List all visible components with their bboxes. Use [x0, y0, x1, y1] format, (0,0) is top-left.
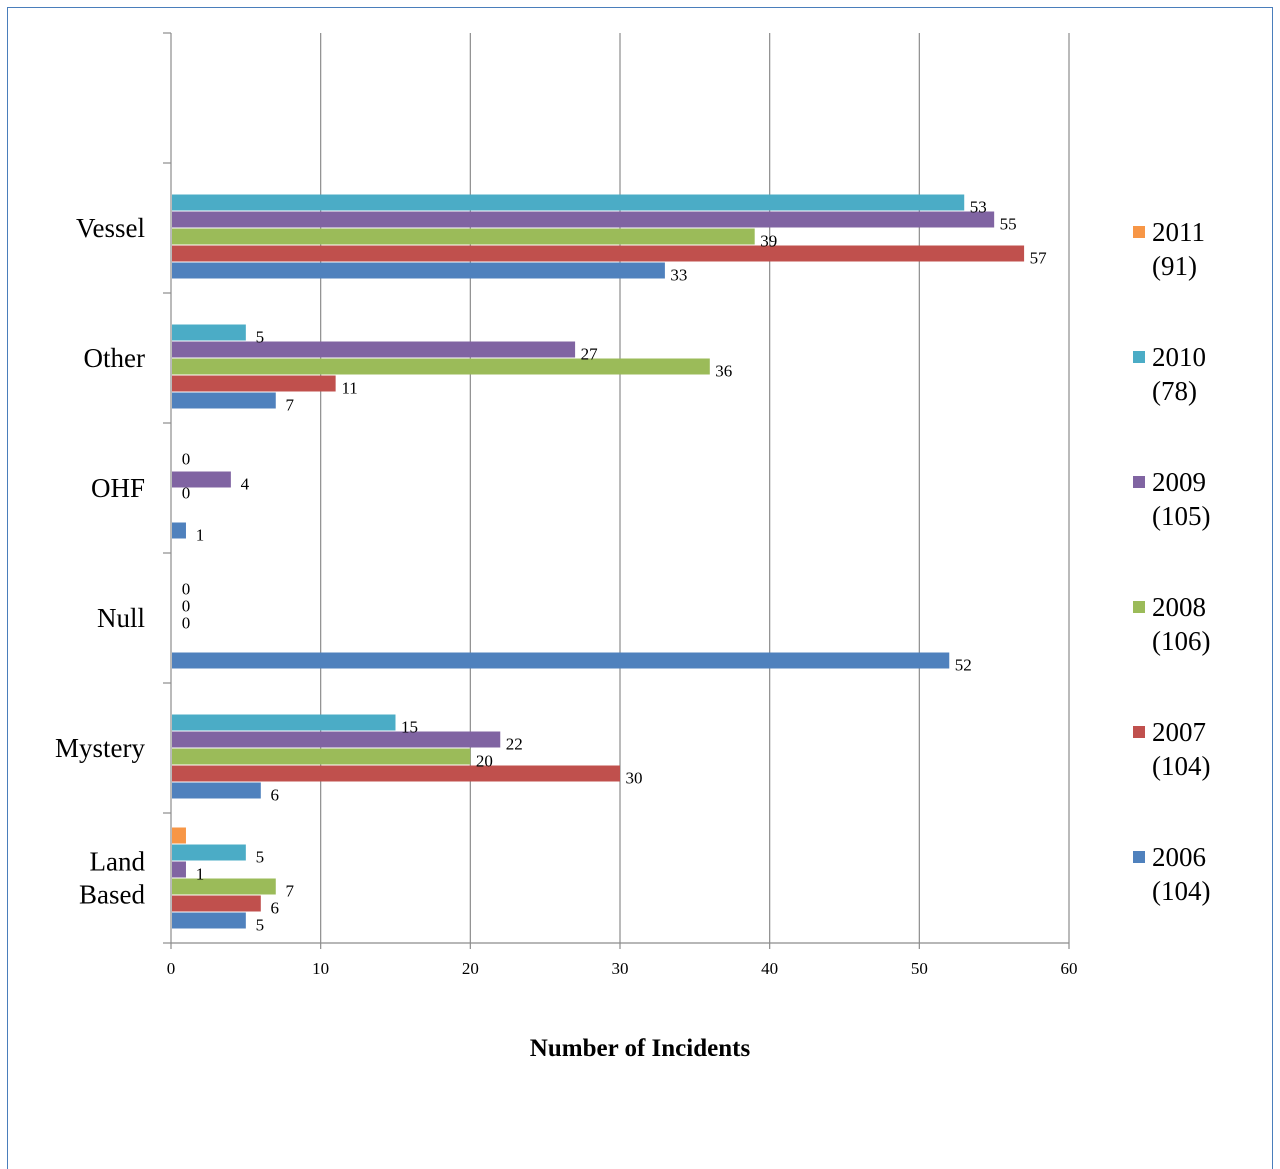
- data-label: 0: [182, 484, 191, 503]
- data-label: 53: [970, 198, 987, 217]
- legend-total: (105): [1152, 501, 1210, 531]
- category-label: Vessel: [76, 213, 145, 243]
- bar: [172, 895, 261, 912]
- legend-total: (106): [1152, 626, 1210, 656]
- legend-swatch: [1133, 351, 1145, 363]
- category-label: Other: [84, 343, 145, 373]
- data-label: 0: [182, 580, 191, 599]
- bar: [172, 912, 246, 929]
- bar: [172, 782, 261, 799]
- bar: [172, 765, 620, 782]
- legend-total: (104): [1152, 876, 1210, 906]
- bar: [172, 194, 965, 211]
- data-label: 55: [1000, 215, 1017, 234]
- bar: [172, 748, 471, 765]
- bar: [172, 324, 246, 341]
- legend-total: (78): [1152, 376, 1197, 406]
- data-label: 7: [286, 396, 295, 415]
- data-label: 7: [286, 882, 295, 901]
- data-label: 36: [715, 362, 732, 381]
- category-label: Null: [97, 603, 145, 633]
- data-label: 6: [271, 899, 280, 918]
- category-label: Mystery: [55, 733, 145, 763]
- legend-label: 2011: [1152, 217, 1205, 247]
- x-tick-label: 20: [462, 959, 479, 978]
- bar: [172, 844, 246, 861]
- data-label: 57: [1030, 249, 1048, 268]
- bar: [172, 652, 950, 669]
- legend-swatch: [1133, 726, 1145, 738]
- bar: [172, 714, 396, 731]
- chart-frame: [7, 7, 1273, 1169]
- bar: [172, 878, 276, 895]
- bar: [172, 375, 336, 392]
- data-label: 27: [581, 345, 599, 364]
- x-tick-label: 0: [167, 959, 176, 978]
- legend-label: 2007: [1152, 717, 1206, 747]
- data-label: 6: [271, 786, 280, 805]
- data-label: 20: [476, 752, 493, 771]
- x-tick-label: 40: [761, 959, 778, 978]
- bar: [172, 827, 186, 844]
- legend-swatch: [1133, 476, 1145, 488]
- category-label: OHF: [91, 473, 145, 503]
- data-label: 0: [182, 450, 191, 469]
- data-label: 5: [256, 848, 265, 867]
- category-label: Based: [79, 880, 145, 910]
- x-axis-title: Number of Incidents: [529, 1035, 751, 1062]
- bar: [172, 341, 576, 358]
- data-label: 1: [196, 865, 205, 884]
- category-label: Land: [90, 847, 146, 877]
- bar: [172, 731, 501, 748]
- legend-swatch: [1133, 851, 1145, 863]
- data-label: 5: [256, 916, 265, 935]
- legend-total: (104): [1152, 751, 1210, 781]
- data-label: 15: [401, 718, 418, 737]
- bar: [172, 392, 276, 409]
- legend-label: 2010: [1152, 342, 1206, 372]
- x-tick-label: 60: [1061, 959, 1078, 978]
- bar: [172, 262, 665, 279]
- bar: [172, 358, 710, 375]
- legend-total: (91): [1152, 251, 1197, 281]
- bar: [172, 861, 186, 878]
- legend-swatch: [1133, 601, 1145, 613]
- data-label: 52: [955, 656, 972, 675]
- bar: [172, 211, 995, 228]
- x-tick-label: 10: [312, 959, 329, 978]
- data-label: 4: [241, 475, 250, 494]
- data-label: 22: [506, 735, 523, 754]
- legend-label: 2006: [1152, 842, 1206, 872]
- bar: [172, 471, 231, 488]
- bar: [172, 228, 755, 245]
- data-label: 0: [182, 597, 191, 616]
- legend-label: 2008: [1152, 592, 1206, 622]
- data-label: 0: [182, 614, 191, 633]
- data-label: 33: [670, 266, 687, 285]
- x-tick-label: 50: [911, 959, 928, 978]
- data-label: 39: [760, 232, 777, 251]
- legend-swatch: [1133, 226, 1145, 238]
- data-label: 11: [341, 379, 357, 398]
- legend-label: 2009: [1152, 467, 1206, 497]
- data-label: 5: [256, 328, 265, 347]
- bar: [172, 522, 186, 539]
- data-label: 1: [196, 526, 205, 545]
- bar: [172, 245, 1025, 262]
- x-tick-label: 30: [612, 959, 629, 978]
- data-label: 30: [626, 769, 643, 788]
